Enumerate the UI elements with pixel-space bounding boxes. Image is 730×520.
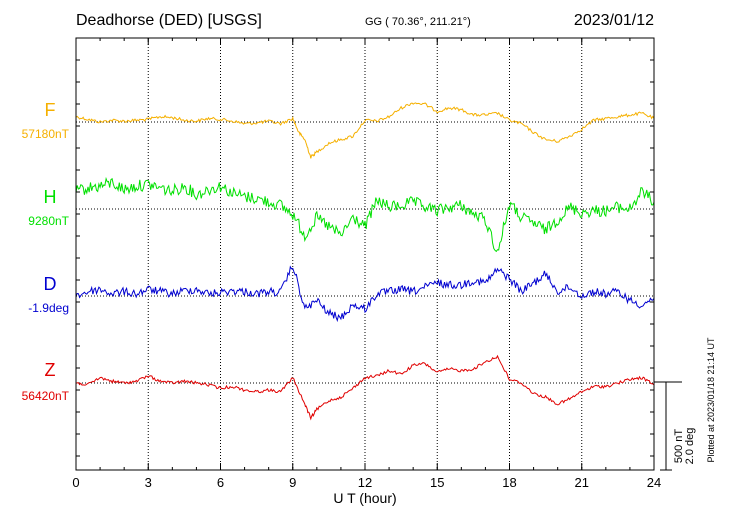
x-tick-label: 15 [430,475,444,490]
series-name-D: D [44,274,57,294]
series-baseline-label-D: -1.9deg [28,301,69,315]
scale-bar: 500 nT 2.0 deg [654,381,696,471]
series-line-F [75,102,655,159]
plot-date: 2023/01/12 [574,12,654,29]
grid-lines [147,38,583,470]
axis-ticks [75,38,655,470]
station-coordinates: GG ( 70.36°, 211.21°) [365,16,471,28]
station-title: Deadhorse (DED) [USGS] [76,12,262,29]
series-baseline-label-H: 9280nT [28,214,69,228]
x-tick-label: 6 [217,475,224,490]
x-tick-label: 3 [145,475,152,490]
series-baseline-label-Z: 56420nT [22,389,70,403]
scale-bar-deg: 2.0 deg [684,428,696,465]
plotted-at-note: Plotted at 2023/01/18 21:14 UT [706,337,716,463]
x-axis-label: U T (hour) [333,490,396,506]
series-labels: F 57180nT H 9280nT D -1.9deg Z 56420nT [22,100,70,403]
x-tick-label: 24 [647,475,661,490]
x-tick-label: 18 [502,475,516,490]
series-name-Z: Z [45,360,56,380]
series-line-H [75,176,655,253]
x-tick-labels: 0 3 6 9 12 15 18 21 24 [72,475,661,490]
x-tick-label: 0 [72,475,79,490]
traces [75,102,655,421]
series-line-D [75,265,655,323]
series-name-F: F [45,100,56,120]
series-name-H: H [44,187,57,207]
scale-bar-nt: 500 nT [673,429,685,464]
x-tick-label: 9 [289,475,296,490]
x-tick-label: 12 [358,475,372,490]
series-line-Z [75,354,655,421]
x-tick-label: 21 [575,475,589,490]
series-baseline-label-F: 57180nT [22,127,70,141]
